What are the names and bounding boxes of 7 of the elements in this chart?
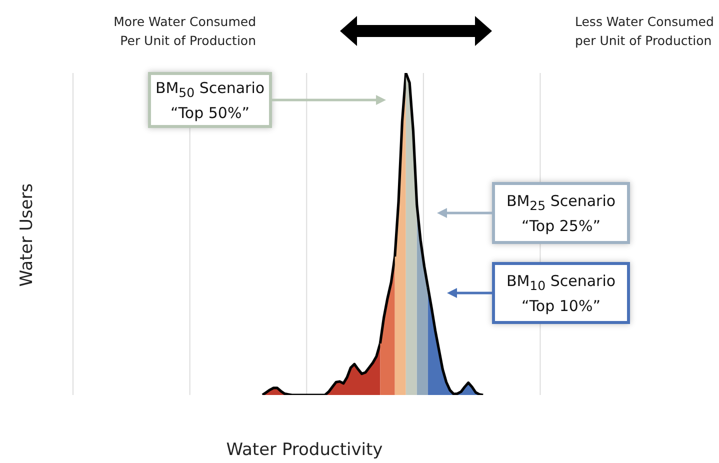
annotation: BM$_{25}$ Scenario “Top 25%” <box>506 190 616 236</box>
annotation: BM$_{10}$ Scenario “Top 10%” <box>506 270 616 316</box>
y-axis-title: Water Users <box>17 183 37 287</box>
text: Less Water Consumed per Unit of Production <box>575 13 714 50</box>
annotation: BM$_{50}$ Scenario “Top 50%” <box>155 78 265 122</box>
x-axis-title: Water Productivity <box>225 440 384 460</box>
text: More Water Consumed Per Unit of Production <box>114 13 256 50</box>
